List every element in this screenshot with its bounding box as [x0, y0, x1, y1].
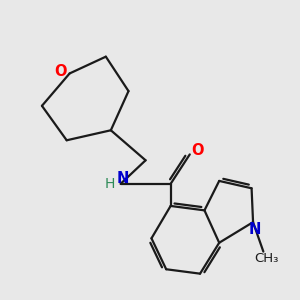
Text: N: N	[117, 171, 129, 186]
Text: O: O	[191, 143, 203, 158]
Text: CH₃: CH₃	[254, 252, 278, 266]
Text: O: O	[54, 64, 66, 79]
Text: H: H	[105, 177, 116, 191]
Text: N: N	[248, 222, 261, 237]
